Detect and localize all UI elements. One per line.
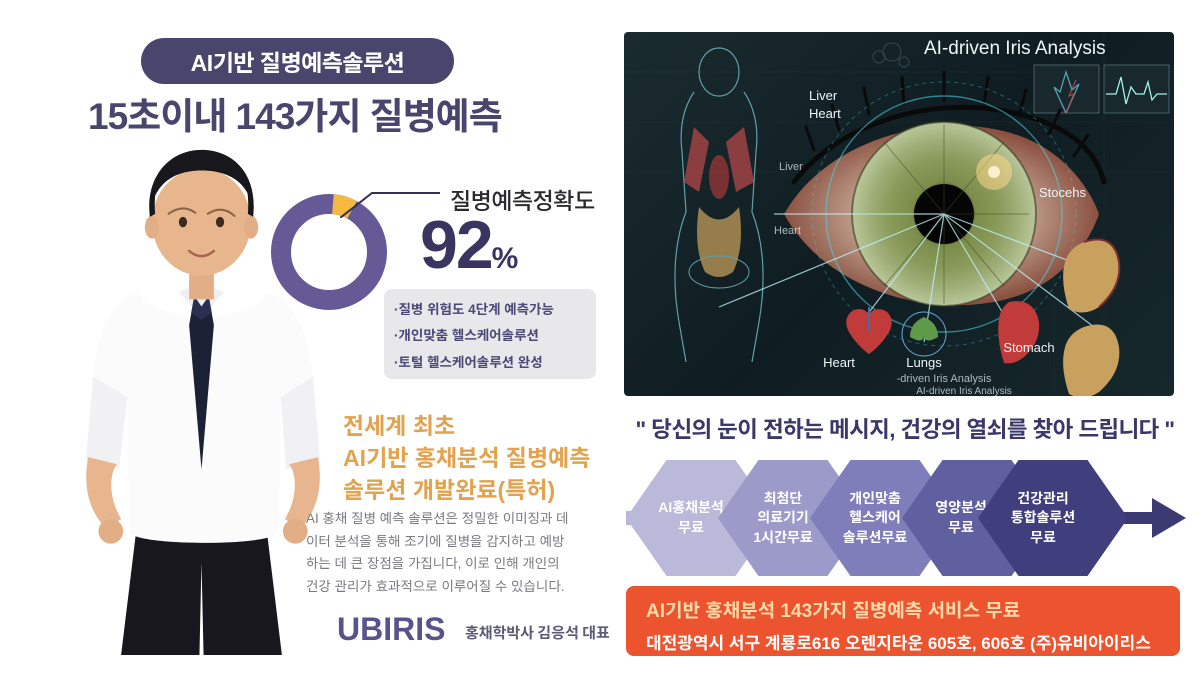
svg-text:AI-driven Iris Analysis: AI-driven Iris Analysis xyxy=(916,386,1012,396)
svg-text:Lungs: Lungs xyxy=(906,355,942,370)
svg-text:Heart: Heart xyxy=(809,106,841,121)
svg-text:-driven Iris Analysis: -driven Iris Analysis xyxy=(897,373,992,385)
svg-text:Heart: Heart xyxy=(823,355,855,370)
svg-text:Liver: Liver xyxy=(809,88,838,103)
svg-text:Stocehs: Stocehs xyxy=(1039,185,1086,200)
svg-text:Liver: Liver xyxy=(779,161,803,173)
svg-text:Stomach: Stomach xyxy=(1003,340,1054,355)
svg-text:Heart: Heart xyxy=(774,225,801,237)
svg-text:AI-driven Iris Analysis: AI-driven Iris Analysis xyxy=(924,38,1106,59)
svg-text:홍채학박사 김응석 대표: 홍채학박사 김응석 대표 xyxy=(465,622,610,643)
svg-text:UBIRIS: UBIRIS xyxy=(337,611,445,647)
